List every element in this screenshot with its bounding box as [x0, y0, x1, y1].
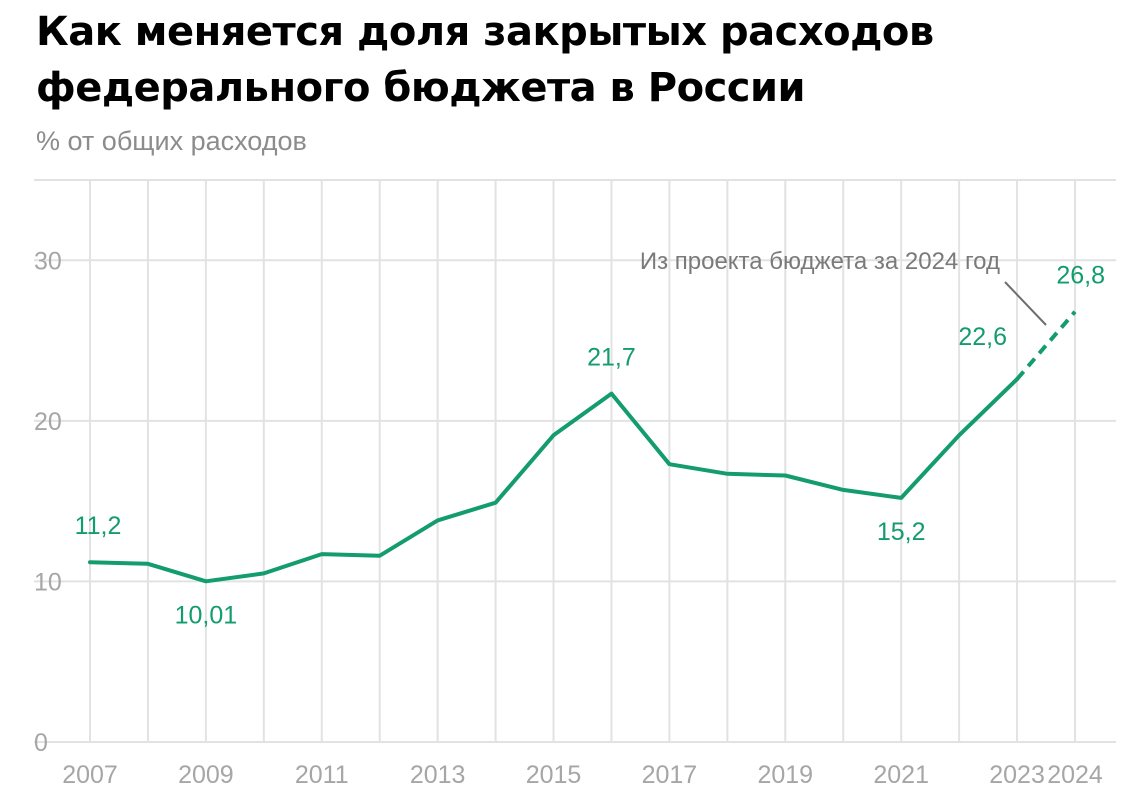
- y-axis-ticks: 0 10 20 30: [34, 247, 62, 757]
- x-axis-ticks: 2007 2009 2011 2013 2015 2017 2019 2021 2023 2024: [62, 761, 1103, 789]
- vertical-gridlines: [89, 180, 1076, 742]
- y-tick-label: 10: [34, 568, 62, 596]
- annotation-leader-line: [1004, 281, 1047, 326]
- x-tick-label: 2021: [873, 761, 929, 789]
- y-tick-label: 20: [34, 408, 62, 436]
- data-label: 10,01: [175, 601, 238, 629]
- x-tick-label: 2007: [62, 761, 118, 789]
- x-tick-label: 2011: [295, 761, 349, 789]
- x-tick-label: 2013: [410, 761, 466, 789]
- series-line-actual: [88, 377, 1020, 584]
- data-label: 11,2: [75, 512, 122, 540]
- x-tick-label: 2024: [1047, 761, 1103, 789]
- data-label: 22,6: [958, 323, 1007, 351]
- x-tick-label: 2009: [178, 761, 234, 789]
- x-tick-label: 2015: [526, 761, 582, 789]
- y-tick-label: 0: [34, 729, 48, 757]
- y-tick-label: 30: [34, 247, 62, 275]
- data-label: 15,2: [877, 518, 926, 546]
- series-line-projected: [1015, 310, 1077, 381]
- x-tick-label: 2017: [642, 761, 698, 789]
- data-label: 26,8: [1056, 262, 1105, 290]
- annotation-label: Из проекта бюджета за 2024 год: [640, 248, 1000, 275]
- chart-subtitle: % от общих расходов: [36, 126, 307, 156]
- x-tick-label: 2023: [989, 761, 1045, 789]
- chart-title: Как меняется доля закрытых расходов феде…: [36, 9, 934, 111]
- series-lines: [88, 310, 1077, 584]
- data-label: 21,7: [587, 344, 636, 372]
- data-labels: 11,2 10,01 21,7 15,2 22,6 26,8: [75, 262, 1105, 630]
- annotation: Из проекта бюджета за 2024 год: [640, 248, 1047, 326]
- x-tick-label: 2019: [757, 761, 813, 789]
